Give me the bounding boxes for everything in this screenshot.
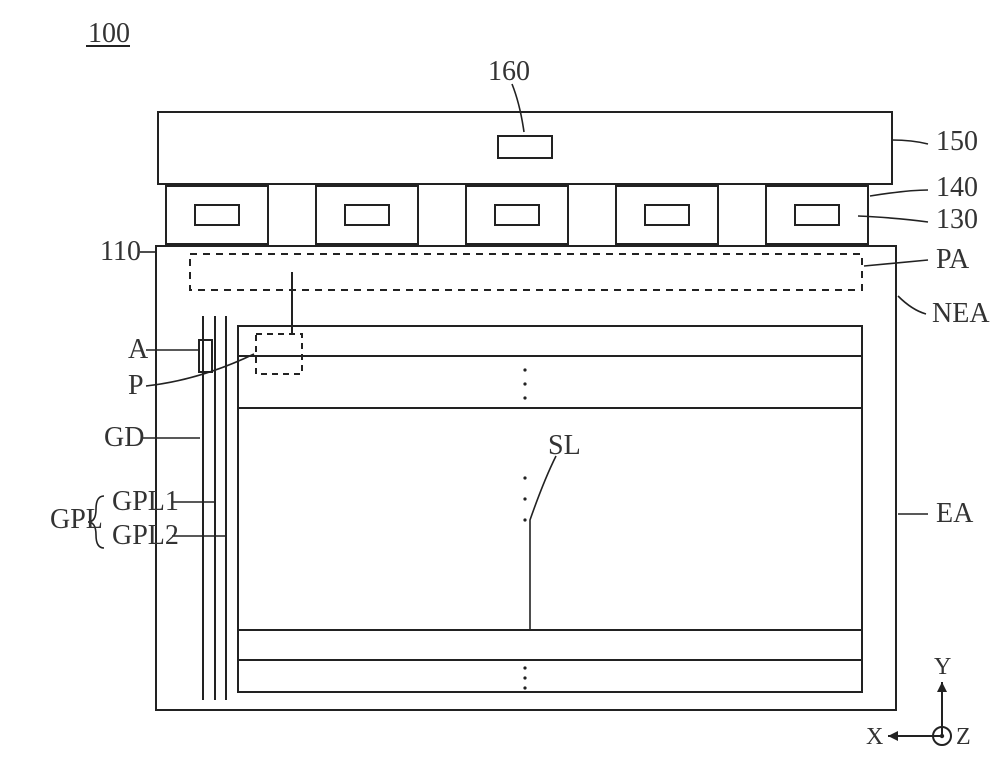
label-GPL1: GPL1 xyxy=(112,486,179,517)
axis-z-dot xyxy=(940,734,944,738)
label-160: 160 xyxy=(488,56,530,87)
top-chip xyxy=(498,136,552,158)
package-outer xyxy=(766,186,868,244)
ellipsis-dot xyxy=(523,518,526,521)
display-area xyxy=(238,326,862,692)
package-outer xyxy=(466,186,568,244)
label-GPL2: GPL2 xyxy=(112,520,179,551)
leader-SL xyxy=(530,456,556,630)
leader-NEA xyxy=(898,296,926,314)
leader-140 xyxy=(870,190,928,196)
label-130: 130 xyxy=(936,204,978,235)
label-NEA: NEA xyxy=(932,298,990,329)
pa-region xyxy=(190,254,862,290)
package-inner xyxy=(345,205,389,225)
label-110: 110 xyxy=(100,236,141,267)
package-inner xyxy=(195,205,239,225)
label-P: P xyxy=(128,370,144,401)
label-EA: EA xyxy=(936,498,974,529)
diagram-svg: 100 110 130140 150 160 PA NEA AP GD GPL GPL1GPL2 SL… xyxy=(0,0,1000,778)
leader-150 xyxy=(892,140,928,144)
ellipsis-dot xyxy=(523,686,526,689)
package-outer xyxy=(316,186,418,244)
ellipsis-dot xyxy=(523,497,526,500)
label-GD: GD xyxy=(104,422,144,453)
leader-160 xyxy=(512,84,524,132)
label-GPL: GPL xyxy=(50,504,103,535)
ellipsis-dot xyxy=(523,382,526,385)
label-A: A xyxy=(128,334,149,365)
label-SL: SL xyxy=(548,430,581,461)
label-140: 140 xyxy=(936,172,978,203)
ellipsis-dot xyxy=(523,396,526,399)
package-inner xyxy=(795,205,839,225)
ellipsis-dot xyxy=(523,666,526,669)
pixel-box xyxy=(256,334,302,374)
label-PA: PA xyxy=(936,244,970,275)
axis-x-label: X xyxy=(866,724,883,750)
label-150: 150 xyxy=(936,126,978,157)
package-inner xyxy=(495,205,539,225)
ellipsis-dot xyxy=(523,676,526,679)
ellipsis-dot xyxy=(523,368,526,371)
package-outer xyxy=(166,186,268,244)
ellipsis-dot xyxy=(523,476,526,479)
package-inner xyxy=(645,205,689,225)
axis-z-label: Z xyxy=(956,724,971,750)
package-outer xyxy=(616,186,718,244)
top-bar xyxy=(158,112,892,184)
axis-y-label: Y xyxy=(934,654,951,680)
gd-box xyxy=(199,340,212,372)
figure-ref: 100 xyxy=(88,18,130,49)
